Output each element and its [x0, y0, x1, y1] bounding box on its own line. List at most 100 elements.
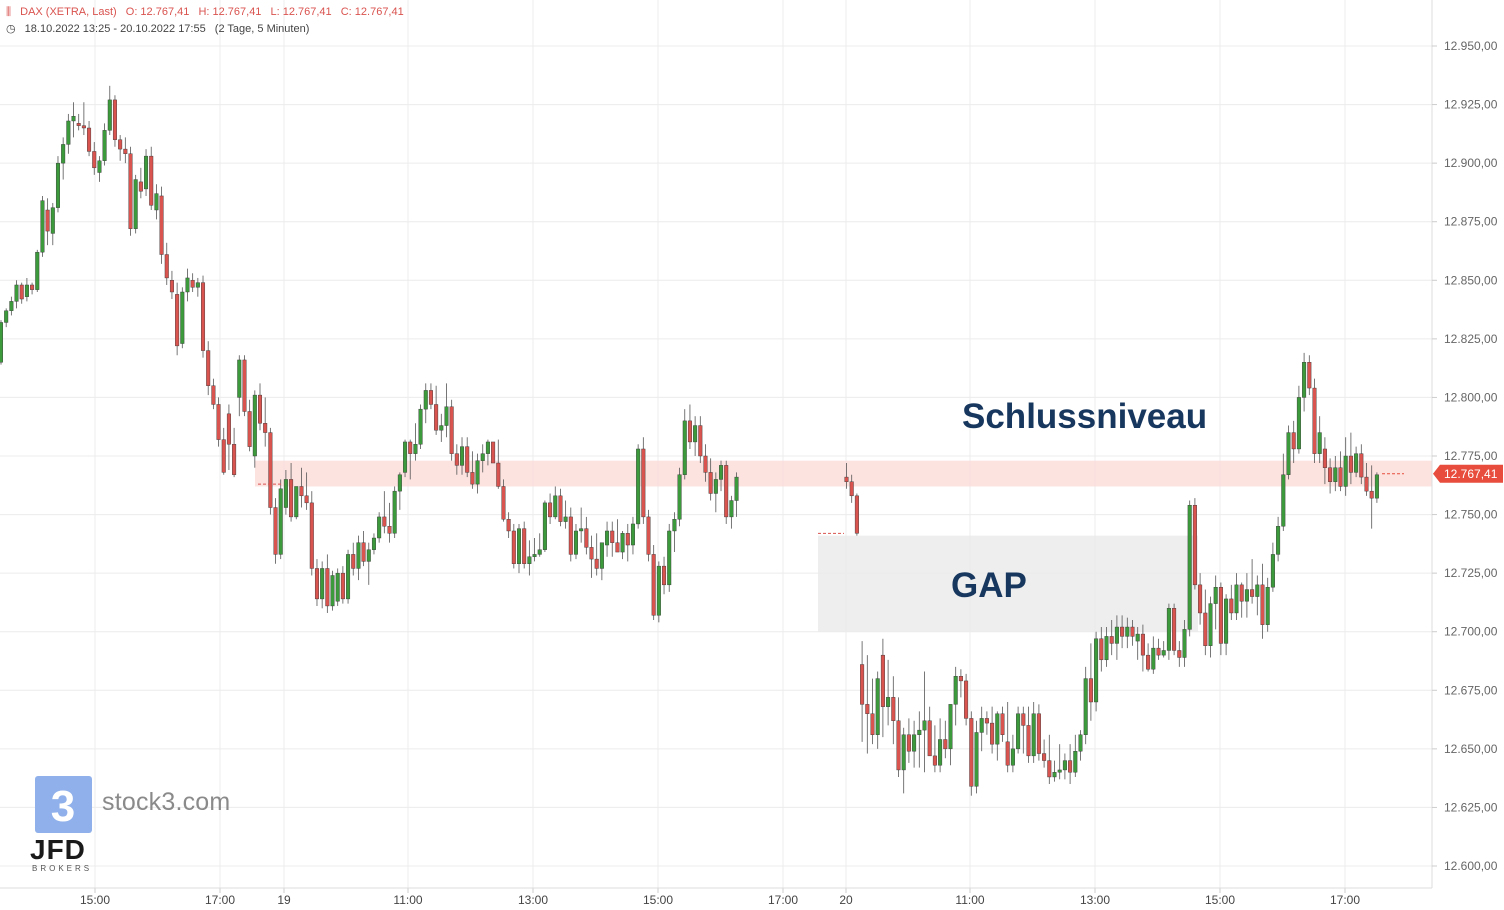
candle-body [397, 474, 402, 492]
candle-body [662, 565, 667, 586]
candle-body [1042, 753, 1047, 761]
y-tick-label: 12.850,00 [1444, 273, 1498, 287]
candle-body [211, 385, 216, 405]
candle-body [865, 704, 870, 714]
candle-body [320, 568, 325, 600]
candle-body [537, 549, 542, 555]
schlussniveau-label: Schlussniveau [962, 397, 1207, 436]
candle-body [605, 530, 610, 546]
candle-body [1088, 678, 1093, 703]
candle-body [377, 516, 382, 539]
candle-body [1198, 584, 1203, 614]
y-tick-label: 12.600,00 [1444, 859, 1498, 873]
candle-body [886, 697, 891, 707]
candle-body [1161, 650, 1166, 656]
candle-body [1322, 448, 1327, 468]
candle-body [470, 472, 475, 485]
candle-body [221, 439, 226, 473]
candle-body [1052, 772, 1057, 778]
candle-body [14, 284, 19, 302]
candle-body [687, 420, 692, 443]
y-tick-label: 12.775,00 [1444, 449, 1498, 463]
candle-body [1208, 603, 1213, 646]
candle-body [366, 549, 371, 562]
candle-body [927, 720, 932, 757]
x-tick-label: 15:00 [80, 893, 110, 907]
candle-body [335, 572, 340, 602]
candle-body [9, 301, 14, 311]
gap-label: GAP [951, 566, 1027, 605]
candle-body [677, 474, 682, 520]
candle-body [1099, 638, 1104, 661]
candle-body [242, 359, 247, 412]
candle-body [123, 148, 128, 154]
candle-body [511, 530, 516, 564]
candle-body [1005, 741, 1010, 766]
candle-body [1166, 608, 1171, 651]
candle-body [1192, 505, 1197, 586]
candle-body [974, 732, 979, 787]
candle-body [958, 676, 963, 682]
y-axis: 12.600,00 12.625,00 12.650,00 12.675,00 12.7… [1432, 39, 1498, 873]
candle-body [1333, 467, 1338, 482]
candles [0, 85, 1379, 796]
candle-body [403, 441, 408, 473]
candle-body [922, 720, 927, 731]
candle-body [1135, 633, 1140, 642]
candle-body [1229, 598, 1234, 614]
candle-body [1224, 598, 1229, 644]
candle-body [1156, 647, 1161, 656]
candle-body [568, 516, 573, 555]
candle-body [159, 195, 164, 255]
candle-body [906, 734, 911, 752]
candle-body [278, 488, 283, 555]
candle-body [299, 486, 304, 497]
stock3-brand: stock3.com [102, 788, 231, 816]
candle-body [1338, 467, 1343, 487]
candle-body [943, 739, 948, 750]
candle-body [870, 713, 875, 736]
y-tick-label: 12.825,00 [1444, 332, 1498, 346]
candle-body [1109, 636, 1114, 644]
candle-body [1286, 432, 1291, 475]
high-value: H: 12.767,41 [198, 6, 262, 18]
candle-body [1244, 589, 1249, 602]
candle-body [1000, 713, 1005, 736]
y-tick-label: 12.875,00 [1444, 215, 1498, 229]
candle-body [1260, 584, 1265, 625]
candle-body [45, 209, 50, 232]
candlestick-icon: ⫼ [6, 6, 12, 18]
candle-body [672, 519, 677, 532]
jfd-subtitle: BROKERS [32, 864, 93, 873]
candle-body [164, 254, 169, 279]
candle-body [667, 530, 672, 586]
candle-body [620, 533, 625, 553]
y-tick-label: 12.650,00 [1444, 742, 1498, 756]
candle-body [283, 479, 288, 508]
candle-body [180, 291, 185, 344]
candle-body [1348, 455, 1353, 473]
candle-body [1307, 362, 1312, 389]
candle-body [418, 408, 423, 445]
candle-body [953, 676, 958, 705]
candle-body [1114, 626, 1119, 644]
candle-body [938, 739, 943, 766]
candle-body [1354, 453, 1359, 473]
candle-body [449, 406, 454, 454]
candle-body [1302, 362, 1307, 398]
candle-body [35, 251, 40, 290]
candle-body [1250, 589, 1255, 597]
candle-body [1140, 633, 1145, 656]
candle-body [1146, 654, 1151, 670]
candle-body [66, 120, 71, 145]
close-value: C: 12.767,41 [340, 6, 404, 18]
candle-body [465, 446, 470, 473]
candle-body [289, 479, 294, 518]
x-tick-label: 13:00 [1080, 893, 1110, 907]
candle-body [1187, 505, 1192, 630]
candle-body [734, 476, 739, 501]
candle-body [454, 453, 459, 466]
time-range: 18.10.2022 13:25 - 20.10.2022 17:55 [24, 23, 206, 35]
candle-body [1036, 713, 1041, 754]
